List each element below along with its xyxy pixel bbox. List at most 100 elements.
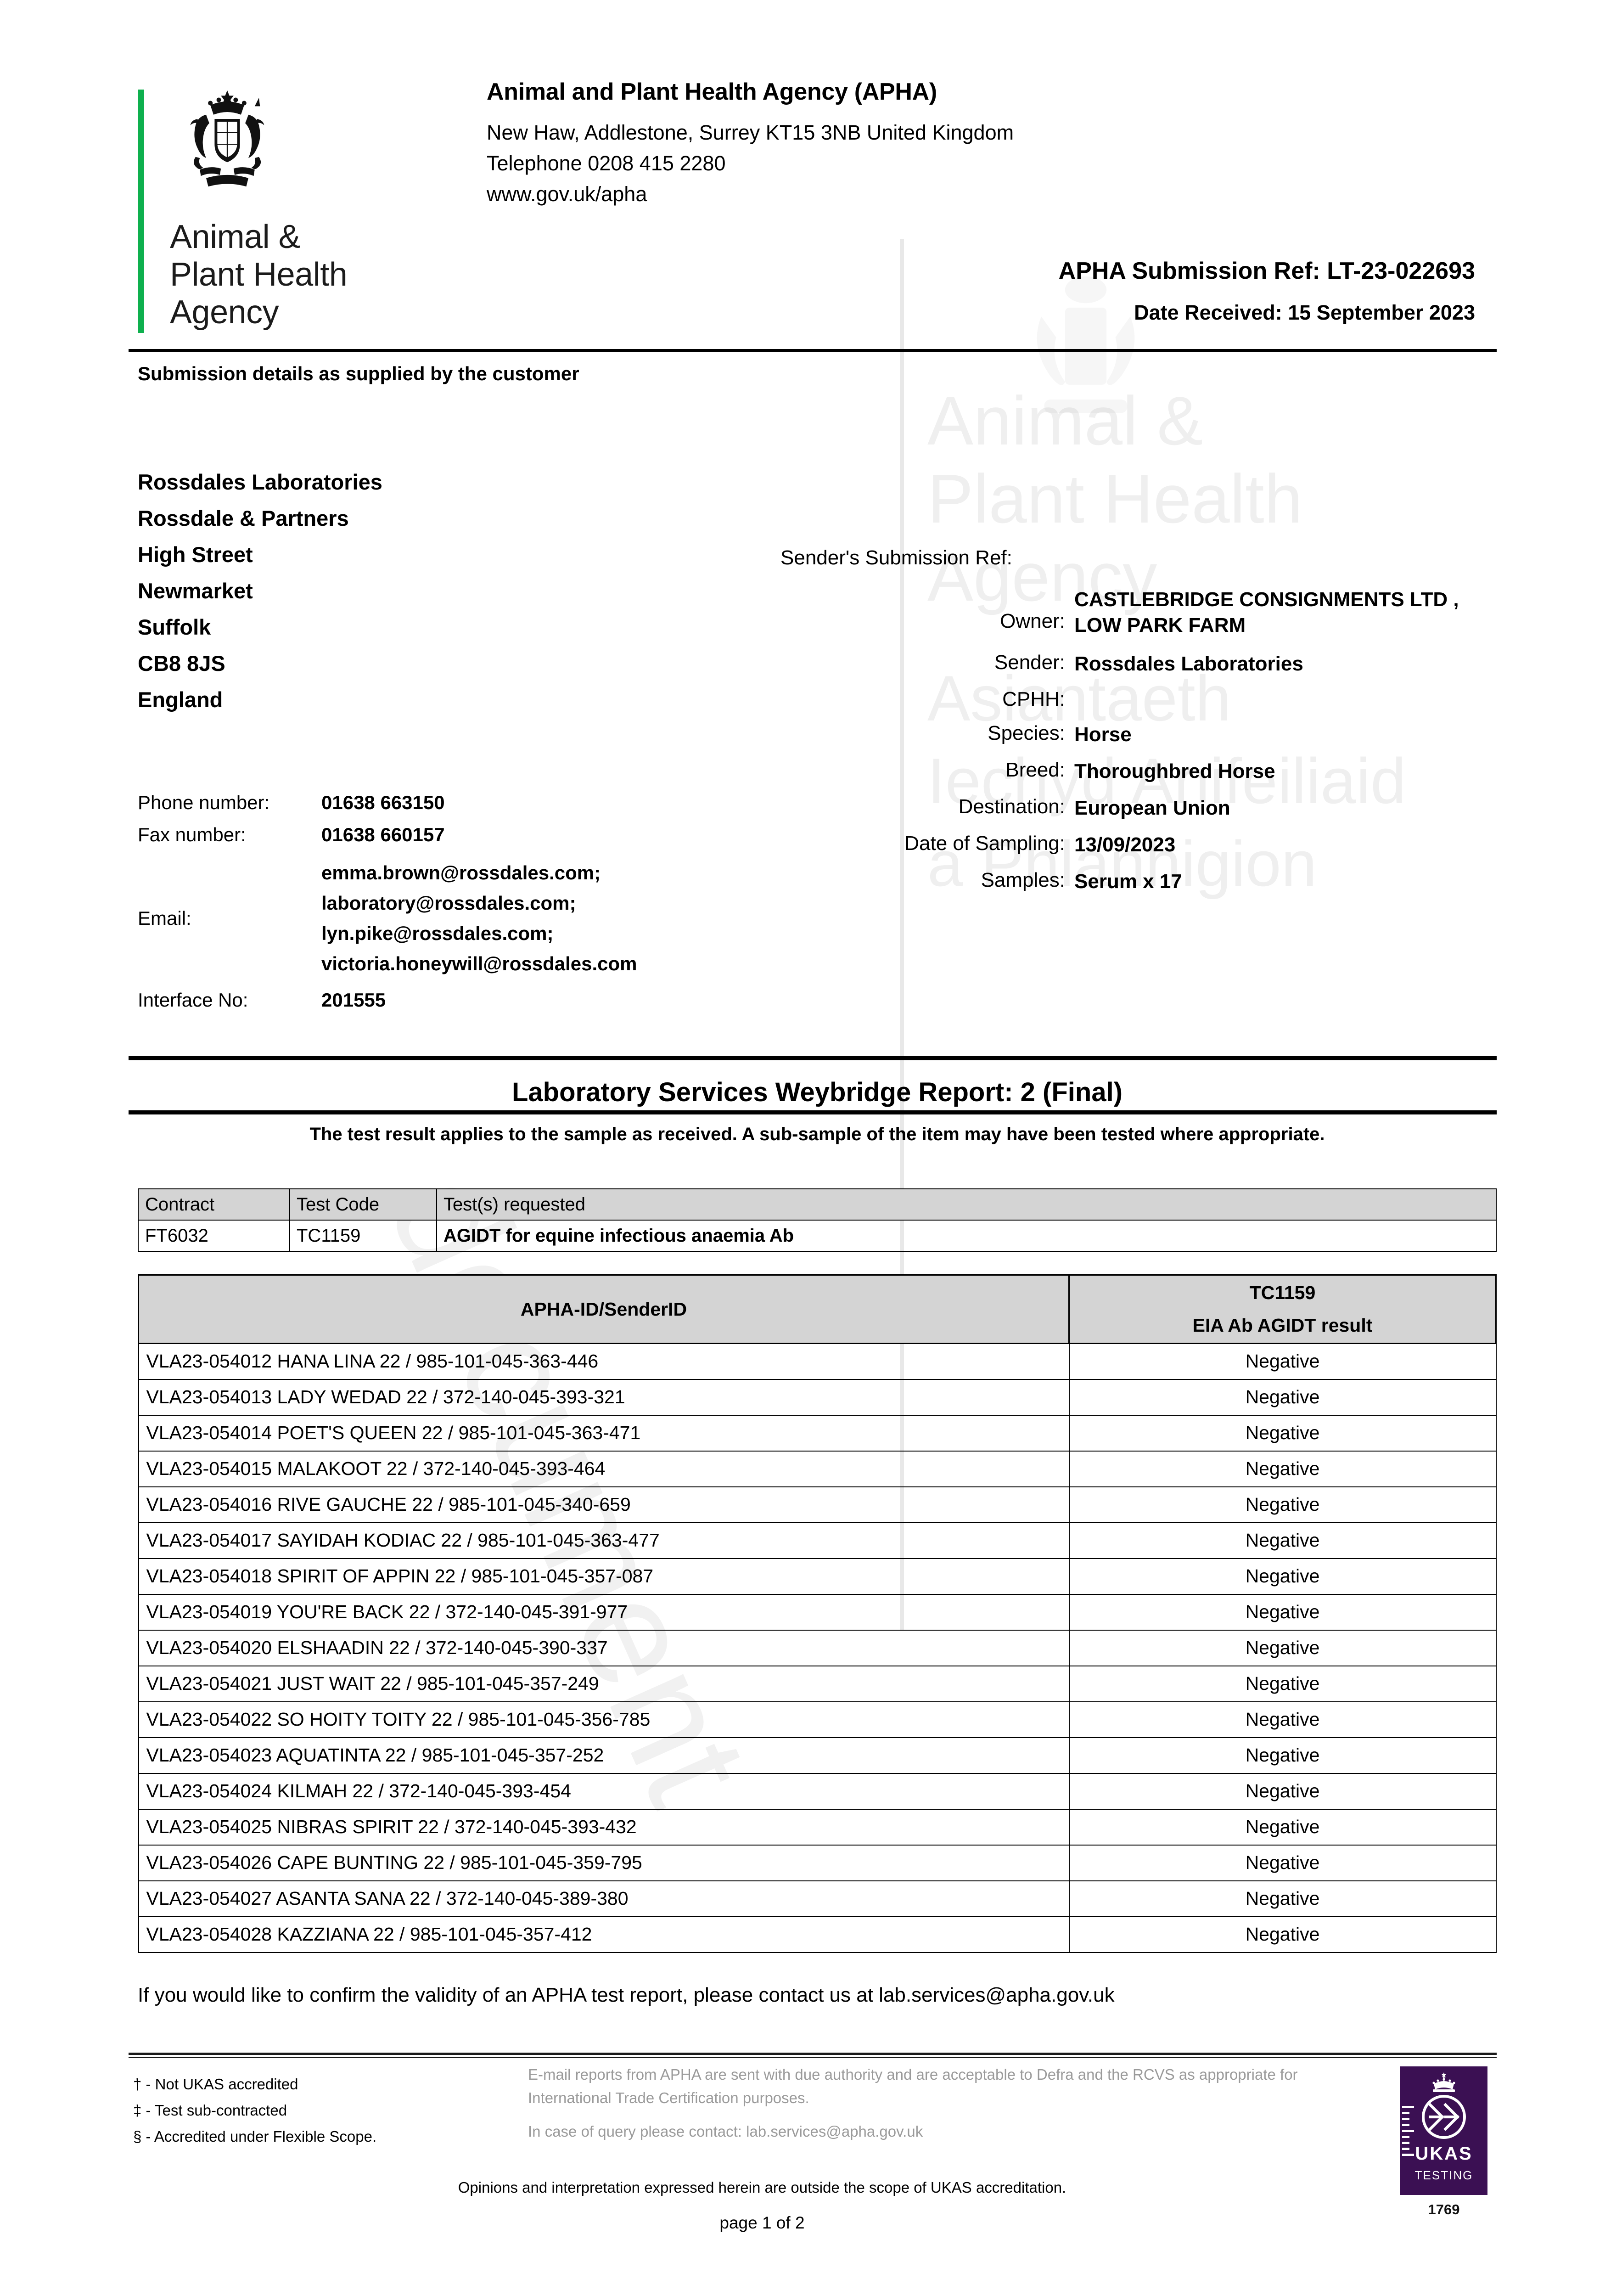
result-sample-id: VLA23-054024 KILMAH 22 / 372-140-045-393… (138, 1773, 1070, 1810)
detail-sampling-date: Date of Sampling: 13/09/2023 (780, 832, 1515, 858)
detail-species: Species: Horse (780, 722, 1515, 748)
result-value: Negative (1068, 1486, 1497, 1523)
report-note: The test result applies to the sample as… (309, 1124, 1325, 1144)
contact-details: Phone number: 01638 663150 Fax number: 0… (138, 788, 790, 1015)
footer-opinion-note: Opinions and interpretation expressed he… (458, 2179, 1066, 2196)
detail-destination: Destination: European Union (780, 795, 1515, 821)
ukas-name: UKAS (1415, 2144, 1473, 2164)
contract-table-row: FT6032 TC1159 AGIDT for equine infectiou… (138, 1220, 1497, 1252)
footnote-sub-contracted: ‡ - Test sub-contracted (133, 2102, 287, 2119)
result-sample-id: VLA23-054017 SAYIDAH KODIAC 22 / 985-101… (138, 1522, 1070, 1559)
sender-address-line: Suffolk (138, 615, 211, 639)
table-row: VLA23-054019 YOU'RE BACK 22 / 372-140-04… (138, 1593, 1497, 1631)
footer-grey-para-1: E-mail reports from APHA are sent with d… (528, 2066, 1298, 2106)
destination-label: Destination: (958, 795, 1065, 818)
report-rule-top (129, 1056, 1497, 1060)
result-value: Negative (1068, 1414, 1497, 1452)
detail-owner: Owner: CASTLEBRIDGE CONSIGNMENTS LTD , L… (780, 587, 1515, 638)
sender-address-line: CB8 8JS (138, 651, 225, 675)
sender-address-line: Newmarket (138, 579, 253, 603)
footnote-not-accredited: † - Not UKAS accredited (133, 2076, 298, 2093)
result-sample-id: VLA23-054014 POET'S QUEEN 22 / 985-101-0… (138, 1414, 1070, 1452)
logo-line-2: Plant Health (170, 256, 348, 293)
contact-row-email: Email: emma.brown@rossdales.com; laborat… (138, 852, 790, 985)
result-value: Negative (1068, 1665, 1497, 1702)
submission-details-label: Submission details as supplied by the cu… (138, 363, 579, 384)
footer-grey-disclaimer: E-mail reports from APHA are sent with d… (528, 2063, 1318, 2153)
apha-logo: Animal & Plant Health Agency (138, 83, 432, 340)
footer-rule-1 (129, 2053, 1497, 2055)
email-line: victoria.honeywill@rossdales.com (321, 953, 637, 974)
result-value: Negative (1068, 1880, 1497, 1917)
species-value: Horse (1074, 723, 1132, 746)
table-row: VLA23-054020 ELSHAADIN 22 / 372-140-045-… (138, 1629, 1497, 1666)
result-sample-id: VLA23-054026 CAPE BUNTING 22 / 985-101-0… (138, 1844, 1070, 1881)
result-sample-id: VLA23-054028 KAZZIANA 22 / 985-101-045-3… (138, 1916, 1070, 1953)
table-row: VLA23-054022 SO HOITY TOITY 22 / 985-101… (138, 1701, 1497, 1738)
result-sample-id: VLA23-054018 SPIRIT OF APPIN 22 / 985-10… (138, 1558, 1070, 1595)
footnote-flexible-scope: § - Accredited under Flexible Scope. (133, 2128, 377, 2145)
ukas-subtitle: TESTING (1414, 2168, 1473, 2182)
contract-cell-test-code: TC1159 (289, 1220, 437, 1252)
result-value: Negative (1068, 1844, 1497, 1881)
table-row: VLA23-054014 POET'S QUEEN 22 / 985-101-0… (138, 1414, 1497, 1452)
report-rule-bottom (129, 1110, 1497, 1114)
contract-cell-tests-requested: AGIDT for equine infectious anaemia Ab (436, 1220, 1497, 1252)
detail-samples: Samples: Serum x 17 (780, 869, 1515, 895)
email-value: emma.brown@rossdales.com; laboratory@ros… (321, 858, 637, 979)
ukas-circle-mark (1422, 2095, 1466, 2139)
results-table: APHA-ID/SenderID TC1159 EIA Ab AGIDT res… (138, 1274, 1497, 1953)
result-value: Negative (1068, 1808, 1497, 1846)
table-row: VLA23-054013 LADY WEDAD 22 / 372-140-045… (138, 1379, 1497, 1416)
table-row: VLA23-054023 AQUATINTA 22 / 985-101-045-… (138, 1737, 1497, 1774)
footnotes: † - Not UKAS accredited ‡ - Test sub-con… (133, 2071, 376, 2150)
result-sample-id: VLA23-054021 JUST WAIT 22 / 985-101-045-… (138, 1665, 1070, 1702)
result-sample-id: VLA23-054012 HANA LINA 22 / 985-101-045-… (138, 1343, 1070, 1380)
submission-ref: APHA Submission Ref: LT-23-022693 (1058, 258, 1475, 284)
result-sample-id: VLA23-054027 ASANTA SANA 22 / 372-140-04… (138, 1880, 1070, 1917)
contract-header-contract: Contract (138, 1188, 290, 1221)
email-line: laboratory@rossdales.com; (321, 892, 576, 914)
ukas-number: 1769 (1428, 2201, 1460, 2217)
sampling-label: Date of Sampling: (904, 832, 1065, 855)
ukas-logo-box: UKAS TESTING (1400, 2066, 1487, 2195)
result-value: Negative (1068, 1629, 1497, 1666)
email-label: Email: (138, 907, 191, 929)
results-header-test: TC1159 EIA Ab AGIDT result (1068, 1274, 1497, 1344)
result-sample-id: VLA23-054015 MALAKOOT 22 / 372-140-045-3… (138, 1450, 1070, 1487)
result-value: Negative (1068, 1379, 1497, 1416)
organisation-website: www.gov.uk/apha (487, 182, 647, 206)
results-table-header-row: APHA-ID/SenderID TC1159 EIA Ab AGIDT res… (138, 1274, 1497, 1344)
phone-value: 01638 663150 (321, 792, 445, 813)
logo-line-1: Animal & (170, 219, 301, 255)
crown-icon (1432, 2072, 1455, 2092)
fax-value: 01638 660157 (321, 824, 445, 845)
results-header-id: APHA-ID/SenderID (138, 1274, 1070, 1344)
result-sample-id: VLA23-054019 YOU'RE BACK 22 / 372-140-04… (138, 1593, 1070, 1631)
result-value: Negative (1068, 1701, 1497, 1738)
validity-note: If you would like to confirm the validit… (138, 1984, 1115, 2006)
table-row: VLA23-054027 ASANTA SANA 22 / 372-140-04… (138, 1880, 1497, 1917)
breed-value: Thoroughbred Horse (1074, 760, 1275, 782)
contract-header-tests-requested: Test(s) requested (436, 1188, 1497, 1221)
detail-cphh: CPHH: (780, 688, 1515, 711)
result-value: Negative (1068, 1916, 1497, 1953)
ukas-xx-icon (1428, 2103, 1460, 2131)
table-row: VLA23-054025 NIBRAS SPIRIT 22 / 372-140-… (138, 1808, 1497, 1846)
species-label: Species: (988, 722, 1065, 744)
result-value: Negative (1068, 1558, 1497, 1595)
result-sample-id: VLA23-054016 RIVE GAUCHE 22 / 985-101-04… (138, 1486, 1070, 1523)
interface-label: Interface No: (138, 989, 248, 1011)
contact-row-phone: Phone number: 01638 663150 (138, 788, 790, 818)
sender-address-line: England (138, 687, 223, 712)
result-sample-id: VLA23-054023 AQUATINTA 22 / 985-101-045-… (138, 1737, 1070, 1774)
samples-label: Samples: (981, 869, 1065, 891)
owner-label: Owner: (1000, 610, 1065, 632)
senders-ref-label: Sender's Submission Ref: (780, 546, 1012, 569)
email-line: emma.brown@rossdales.com; (321, 862, 601, 884)
contract-header-test-code: Test Code (289, 1188, 437, 1221)
detail-senders-ref: Sender's Submission Ref: (780, 546, 1515, 569)
organisation-address: New Haw, Addlestone, Surrey KT15 3NB Uni… (487, 121, 1014, 144)
page-number: page 1 of 2 (719, 2213, 805, 2232)
result-value: Negative (1068, 1773, 1497, 1810)
